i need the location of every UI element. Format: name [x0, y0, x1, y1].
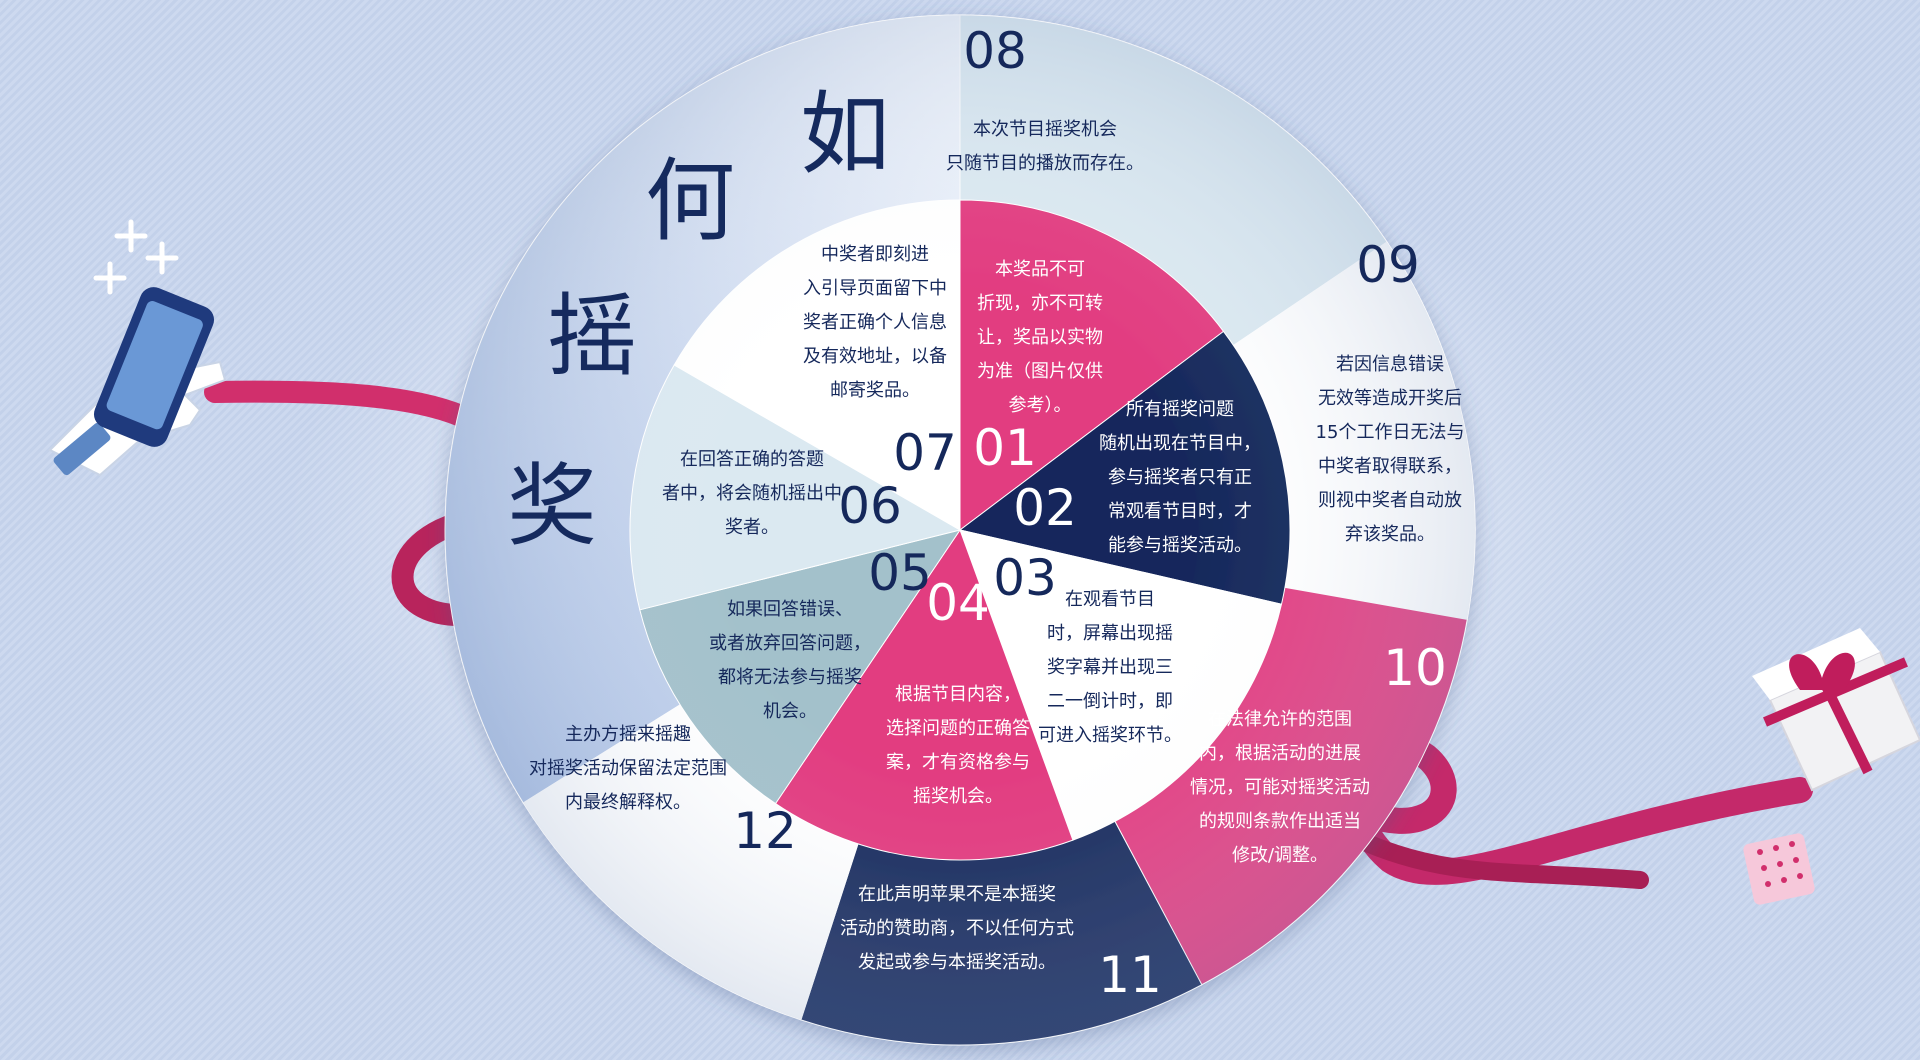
phone-in-hand-icon — [48, 287, 227, 477]
title-char: 何 — [645, 149, 735, 254]
rule-number: 11 — [1098, 946, 1162, 1004]
rule-number: 08 — [963, 22, 1027, 80]
rule-number: 09 — [1356, 236, 1420, 294]
inner-shade — [630, 200, 1290, 860]
rule-number: 05 — [868, 544, 932, 602]
wheel — [444, 14, 1476, 1046]
rule-text: 主办方摇来摇趣对摇奖活动保留法定范围内最终解释权。 — [529, 724, 727, 813]
rule-text: 在法律允许的范围内，根据活动的进展情况，可能对摇奖活动的规则条款作出适当修改/调… — [1190, 709, 1370, 866]
rule-text: 若因信息错误无效等造成开奖后 15个工作日无法与中奖者取得联系，则视中奖者自动放弃… — [1316, 354, 1465, 545]
rule-number: 03 — [993, 549, 1057, 607]
rule-number: 06 — [838, 477, 902, 535]
rule-text: 在此声明苹果不是本摇奖活动的赞助商，不以任何方式发起或参与本摇奖活动。 — [840, 884, 1074, 973]
sparkle-icon — [93, 219, 179, 295]
rule-number: 10 — [1383, 639, 1447, 697]
rule-text: 在回答正确的答题者中，将会随机摇出中奖者。 — [662, 449, 842, 538]
title-char: 如 — [800, 82, 890, 187]
rule-text: 如果回答错误、或者放弃回答问题，都将无法参与摇奖机会。 — [709, 599, 871, 722]
gift-box-icon — [1743, 628, 1920, 905]
rule-number: 01 — [973, 419, 1037, 477]
title-char: 摇 — [547, 284, 637, 389]
title-char: 奖 — [507, 454, 597, 559]
rule-number: 07 — [893, 424, 957, 482]
rule-number: 04 — [926, 574, 990, 632]
rule-text: 本奖品不可折现，亦不可转让，奖品以实物为准（图片仅供参考）。 — [977, 259, 1103, 416]
rule-number: 02 — [1013, 479, 1077, 537]
rule-text: 本次节目摇奖机会只随节目的播放而存在。 — [946, 119, 1144, 174]
rule-number: 12 — [733, 802, 797, 860]
rule-text: 根据节目内容，选择问题的正确答案，才有资格参与摇奖机会。 — [886, 684, 1030, 807]
rule-text: 在观看节目时，屏幕出现摇奖字幕并出现三二一倒计时，即可进入摇奖环节。 — [1038, 589, 1182, 746]
rule-text: 中奖者即刻进入引导页面留下中奖者正确个人信息及有效地址，以备邮寄奖品。 — [803, 244, 947, 401]
rule-text: 所有摇奖问题随机出现在节目中，参与摇奖者只有正常观看节目时，才能参与摇奖活动。 — [1099, 399, 1261, 556]
